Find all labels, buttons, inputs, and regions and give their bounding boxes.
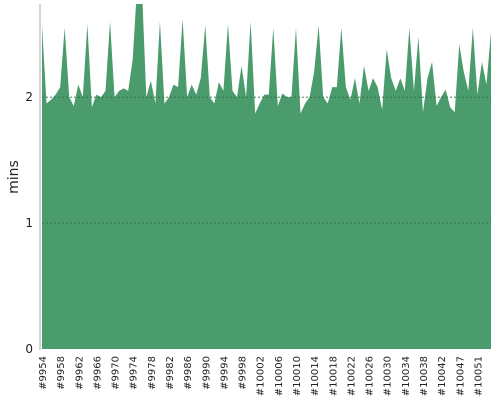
x-tick-label: #10051 xyxy=(473,356,484,396)
x-tick-label: #10026 xyxy=(365,356,376,396)
x-tick-label: #10010 xyxy=(292,356,303,396)
x-tick-label: #9970 xyxy=(111,356,122,390)
x-tick-label: #9998 xyxy=(238,356,249,390)
x-tick-label: #9990 xyxy=(201,356,212,390)
x-tick-label: #9966 xyxy=(92,356,103,390)
x-tick-label: #9958 xyxy=(56,356,67,390)
x-tick-label: #10002 xyxy=(256,356,267,396)
x-tick-label: #10038 xyxy=(419,356,430,396)
y-tick-label: 0 xyxy=(25,342,33,356)
x-tick-label: #10006 xyxy=(274,356,285,396)
area xyxy=(42,4,491,349)
x-tick-label: #9978 xyxy=(147,356,158,390)
x-tick-label: #10047 xyxy=(455,356,466,396)
x-tick-label: #9954 xyxy=(38,356,49,390)
y-tick-label: 2 xyxy=(25,90,33,104)
x-tick-label: #10034 xyxy=(401,356,412,396)
y-axis-label: mins xyxy=(6,160,22,194)
x-tick-label: #9982 xyxy=(165,356,176,390)
y-tick-label: 1 xyxy=(25,216,33,230)
x-tick-label: #10018 xyxy=(328,356,339,396)
x-tick-label: #9994 xyxy=(219,356,230,390)
x-tick-label: #10030 xyxy=(383,356,394,396)
x-tick-label: #9986 xyxy=(183,356,194,390)
x-tick-label: #9962 xyxy=(74,356,85,390)
x-tick-label: #10042 xyxy=(437,356,448,396)
x-tick-label: #10022 xyxy=(346,356,357,396)
x-tick-label: #9974 xyxy=(129,356,140,390)
x-tick-label: #10014 xyxy=(310,356,321,396)
